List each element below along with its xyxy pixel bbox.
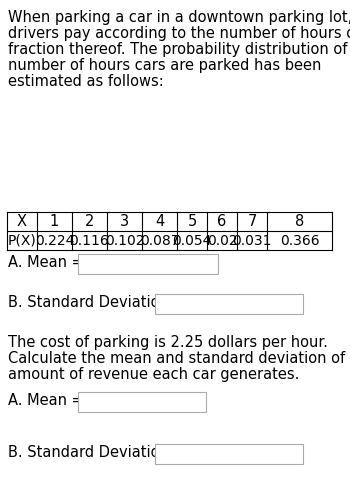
Text: 3: 3 xyxy=(120,214,129,229)
Text: 0.224: 0.224 xyxy=(35,234,74,247)
Text: fraction thereof. The probability distribution of the: fraction thereof. The probability distri… xyxy=(8,42,350,57)
Text: 6: 6 xyxy=(217,214,227,229)
Text: P(X): P(X) xyxy=(8,234,36,247)
Text: 5: 5 xyxy=(187,214,197,229)
Text: 2: 2 xyxy=(85,214,94,229)
Text: 4: 4 xyxy=(155,214,164,229)
Bar xyxy=(155,294,303,314)
Text: 1: 1 xyxy=(50,214,59,229)
Text: 0.054: 0.054 xyxy=(172,234,212,247)
Text: A. Mean =: A. Mean = xyxy=(8,393,84,408)
Text: amount of revenue each car generates.: amount of revenue each car generates. xyxy=(8,367,299,382)
Text: 7: 7 xyxy=(247,214,257,229)
Text: Calculate the mean and standard deviation of the: Calculate the mean and standard deviatio… xyxy=(8,351,350,366)
Text: 0.102: 0.102 xyxy=(105,234,144,247)
Bar xyxy=(78,254,218,274)
Text: The cost of parking is 2.25 dollars per hour.: The cost of parking is 2.25 dollars per … xyxy=(8,335,328,350)
Bar xyxy=(78,392,206,412)
Text: 0.087: 0.087 xyxy=(140,234,179,247)
Text: 0.031: 0.031 xyxy=(232,234,272,247)
Text: 0.366: 0.366 xyxy=(280,234,319,247)
Text: A. Mean =: A. Mean = xyxy=(8,255,84,270)
Text: 0.02: 0.02 xyxy=(207,234,237,247)
Bar xyxy=(155,444,303,464)
Text: estimated as follows:: estimated as follows: xyxy=(8,74,164,89)
Text: When parking a car in a downtown parking lot,: When parking a car in a downtown parking… xyxy=(8,10,350,25)
Text: X: X xyxy=(17,214,27,229)
Text: B. Standard Deviation =: B. Standard Deviation = xyxy=(8,445,186,460)
Text: number of hours cars are parked has been: number of hours cars are parked has been xyxy=(8,58,321,73)
Text: 0.116: 0.116 xyxy=(70,234,109,247)
Text: drivers pay according to the number of hours or: drivers pay according to the number of h… xyxy=(8,26,350,41)
Text: B. Standard Deviation =: B. Standard Deviation = xyxy=(8,295,186,310)
Text: 8: 8 xyxy=(295,214,304,229)
